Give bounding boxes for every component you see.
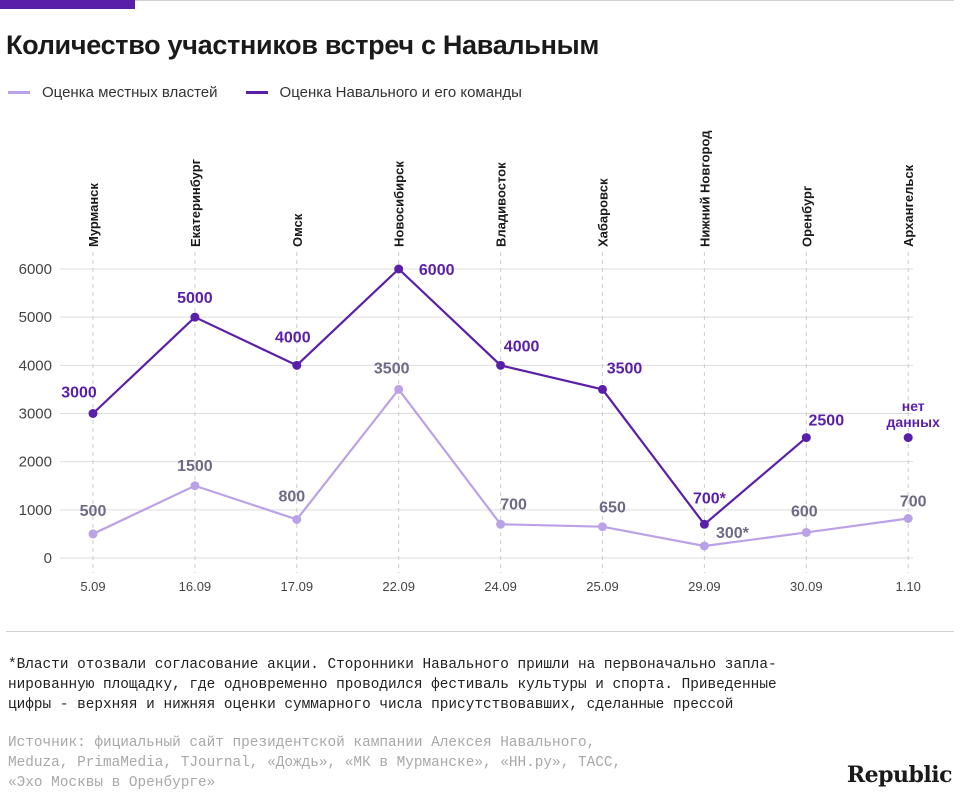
- data-label-local: 300*: [716, 525, 750, 542]
- line-chart: 0 1000 2000 3000 4000 5000 6000 Мурманск 5.09 Ека…: [19, 130, 941, 594]
- data-point-local: [598, 522, 607, 532]
- data-label-navalny: 6000: [419, 262, 455, 279]
- data-label-navalny: 2500: [809, 413, 845, 430]
- data-point-navalny: [292, 360, 302, 370]
- city-label: Нижний Новгород: [697, 130, 712, 247]
- legend-label-navalny: Оценка Навального и его команды: [279, 83, 522, 101]
- y-tick-label: 1000: [19, 502, 52, 519]
- accent-bar: [0, 0, 135, 9]
- data-label-local: 1500: [177, 458, 213, 475]
- data-point-local: [190, 481, 200, 491]
- legend-swatch-local: [8, 90, 30, 94]
- y-tick-label: 0: [44, 550, 52, 567]
- data-point-local: [699, 541, 709, 551]
- y-tick-label: 5000: [19, 309, 52, 326]
- city-label: Омск: [290, 213, 305, 247]
- data-point-navalny: [598, 384, 607, 394]
- x-tick-label: 5.09: [80, 579, 105, 594]
- data-label-line: нет: [902, 398, 925, 414]
- data-point-local: [292, 514, 302, 524]
- data-label-navalny: 5000: [177, 290, 213, 307]
- data-point-navalny: [903, 433, 913, 443]
- x-tick-label: 29.09: [688, 579, 721, 594]
- data-label-local: 600: [791, 503, 818, 520]
- y-tick-label: 3000: [19, 406, 52, 423]
- data-label-navalny: нет данных: [887, 398, 941, 430]
- city-label: Архангельск: [901, 164, 916, 247]
- city-label: Новосибирск: [392, 161, 407, 247]
- x-tick-label: 1.10: [896, 579, 921, 594]
- data-label-local: 650: [599, 500, 626, 517]
- data-label-local: 700: [500, 496, 527, 513]
- x-tick-label: 16.09: [179, 579, 212, 594]
- series-line-navalny: [92, 267, 808, 526]
- chart-title: Количество участников встреч с Навальным: [6, 30, 600, 60]
- data-point-navalny: [394, 264, 404, 274]
- x-tick-label: 17.09: [281, 579, 314, 594]
- footnote: *Власти отозвали согласование акции. Сто…: [8, 657, 777, 713]
- city-label: Владивосток: [494, 162, 509, 247]
- data-point-navalny: [699, 519, 709, 529]
- data-point-navalny: [496, 360, 506, 370]
- y-tick-label: 6000: [19, 261, 52, 278]
- x-tick-label: 25.09: [586, 579, 619, 594]
- x-tick-label: 24.09: [484, 579, 517, 594]
- data-point-navalny: [801, 433, 811, 443]
- city-label: Мурманск: [86, 183, 101, 247]
- data-label-navalny: 4000: [504, 338, 540, 355]
- legend-item-navalny: Оценка Навального и его команды: [245, 83, 522, 101]
- source-note: Источник: фициальный сайт президентской …: [8, 735, 622, 791]
- data-point-local: [801, 527, 811, 537]
- data-label-navalny: 3500: [607, 360, 643, 377]
- y-tick-label: 2000: [19, 454, 52, 471]
- data-point-local: [88, 529, 98, 539]
- city-label: Оренбург: [799, 185, 814, 247]
- city-label: Екатеринбург: [188, 158, 203, 247]
- legend-swatch-navalny: [245, 90, 268, 94]
- x-tick-label: 22.09: [382, 579, 415, 594]
- data-point-local: [394, 384, 404, 394]
- data-point-local: [496, 519, 506, 529]
- data-label-local: 500: [80, 503, 107, 520]
- data-point-local: [903, 514, 913, 524]
- legend-label-local: Оценка местных властей: [42, 83, 218, 101]
- data-label-local: 3500: [374, 360, 410, 377]
- brand-logo: Republic: [846, 762, 953, 788]
- divider: [6, 631, 954, 632]
- legend: Оценка местных властей Оценка Навального…: [8, 82, 550, 102]
- data-label-navalny: 700*: [693, 490, 727, 507]
- data-label-local: 800: [278, 488, 305, 505]
- city-label: Хабаровск: [596, 178, 611, 247]
- top-rule: [135, 0, 954, 1]
- data-label-navalny: 4000: [275, 329, 311, 346]
- data-label-local: 700: [900, 494, 927, 511]
- data-label-navalny: 3000: [61, 385, 97, 402]
- y-tick-label: 4000: [19, 357, 52, 374]
- legend-item-local: Оценка местных властей: [8, 84, 218, 101]
- data-label-line: данных: [887, 414, 941, 430]
- x-tick-label: 30.09: [790, 579, 823, 594]
- data-point-navalny: [190, 312, 200, 322]
- data-point-navalny: [88, 409, 98, 418]
